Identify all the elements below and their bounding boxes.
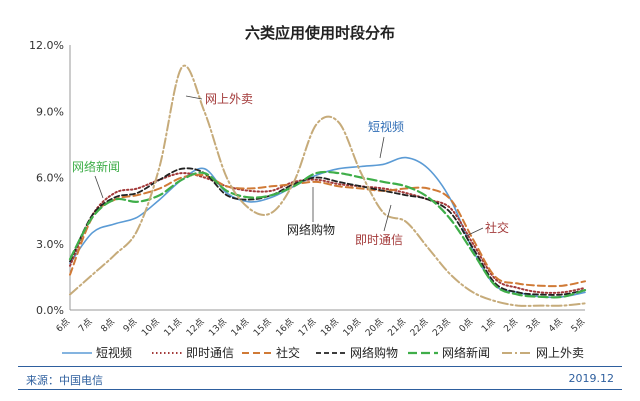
annotation-leader	[94, 175, 104, 199]
footer-divider-bottom	[18, 389, 622, 390]
x-tick-label: 16点	[274, 316, 296, 338]
x-tick-label: 21点	[386, 316, 408, 338]
x-tick-label: 9点	[121, 316, 139, 334]
x-tick-label: 15点	[251, 316, 273, 338]
source-note: 来源：中国电信	[26, 374, 103, 387]
legend-label: 网络新闻	[442, 345, 490, 360]
x-tick-label: 6点	[54, 316, 72, 334]
y-tick-label: 9.0%	[36, 105, 64, 118]
x-tick-label: 23点	[431, 316, 453, 338]
x-tick-label: 17点	[296, 316, 318, 338]
series-line-3	[69, 173, 586, 288]
annotation-leader	[185, 95, 203, 100]
legend-label: 短视频	[96, 345, 132, 360]
x-tick-label: 12点	[184, 316, 206, 338]
x-tick-label: 8点	[99, 316, 117, 334]
annotation-label: 网络购物	[287, 222, 335, 237]
x-tick-label: 20点	[363, 316, 385, 338]
x-tick-label: 22点	[408, 316, 430, 338]
x-tick-label: 1点	[479, 316, 497, 334]
x-tick-label: 3点	[524, 316, 542, 334]
legend-label: 网上外卖	[536, 346, 584, 360]
date-note: 2019.12	[568, 372, 615, 385]
series-line-5	[68, 170, 587, 299]
annotation-label: 社交	[485, 220, 509, 235]
annotation-label: 网络新闻	[72, 159, 120, 174]
chart-title: 六类应用使用时段分布	[244, 24, 395, 42]
annotation-leader	[383, 204, 392, 232]
legend-label: 网络购物	[350, 345, 398, 360]
annotation-leader	[465, 227, 484, 237]
x-tick-label: 4点	[547, 316, 565, 334]
annotation-label: 网上外卖	[205, 92, 253, 106]
legend-label: 即时通信	[186, 346, 234, 360]
x-tick-label: 11点	[162, 316, 184, 338]
x-tick-label: 18点	[319, 316, 341, 338]
x-tick-label: 5点	[569, 316, 587, 334]
y-tick-label: 0.0%	[36, 304, 64, 317]
series-line-6	[69, 64, 586, 307]
x-tick-label: 14点	[229, 316, 251, 338]
annotation-leader	[379, 136, 385, 159]
x-tick-label: 13点	[207, 316, 229, 338]
legend-label: 社交	[276, 345, 300, 360]
annotation-label: 短视频	[368, 119, 404, 134]
x-tick-label: 2点	[502, 316, 520, 334]
y-tick-label: 12.0%	[29, 39, 64, 52]
y-tick-label: 6.0%	[36, 172, 64, 185]
x-tick-label: 10点	[139, 316, 161, 338]
x-tick-label: 19点	[341, 316, 363, 338]
series-line-4	[69, 167, 586, 296]
footer-divider-top	[18, 366, 622, 367]
y-tick-label: 3.0%	[36, 238, 64, 251]
annotation-label: 即时通信	[355, 233, 403, 247]
x-tick-label: 7点	[76, 316, 94, 334]
x-tick-label: 0点	[457, 316, 475, 334]
